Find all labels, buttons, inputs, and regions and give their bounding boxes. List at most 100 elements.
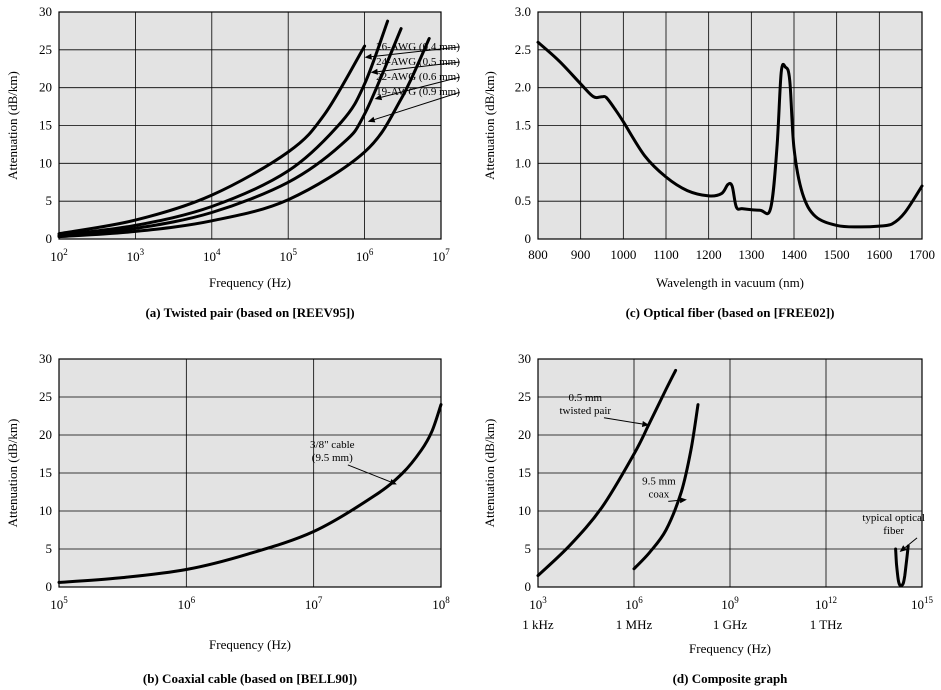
- x-tick-label: 107: [305, 595, 323, 612]
- x-tick-label: 109: [721, 595, 739, 612]
- x-tick-sublabel: 1 THz: [810, 617, 843, 632]
- y-tick-label: 20: [39, 80, 52, 95]
- x-tick-label: 106: [356, 247, 374, 264]
- y-tick-label: 10: [518, 503, 531, 518]
- annotation-arrowhead: [899, 545, 907, 553]
- x-axis-label: Frequency (Hz): [689, 641, 771, 656]
- annotation-arrow: [603, 417, 643, 425]
- annotation-label: 26-AWG (0.4 mm): [376, 41, 460, 53]
- x-tick-label: 1600: [866, 247, 892, 262]
- chart-caption: (c) Optical fiber (based on [FREE02]): [626, 305, 835, 320]
- chart-caption: (b) Coaxial cable (based on [BELL90]): [143, 671, 357, 686]
- annotation-label: typical optical: [862, 512, 925, 524]
- x-tick-exponent: 4: [216, 247, 221, 257]
- chart-twisted-pair: 102 103 104 105 106 107051015202530Frequency …: [5, 4, 460, 320]
- series-line-twisted-pair-3: [57, 37, 431, 239]
- x-tick-exponent: 5: [292, 247, 297, 257]
- x-tick-base: 10: [625, 597, 638, 612]
- x-tick-exponent: 8: [445, 595, 450, 605]
- x-tick-base: 10: [356, 249, 369, 264]
- y-tick-label: 15: [39, 118, 52, 133]
- x-tick-base: 10: [432, 249, 445, 264]
- series-line-coaxial-cable-0: [57, 403, 443, 584]
- x-axis-label: Frequency (Hz): [209, 637, 291, 652]
- series-line-composite-0: [536, 368, 678, 578]
- x-tick-label: 1012: [815, 595, 837, 612]
- x-tick-label: 1000: [610, 247, 636, 262]
- y-tick-label: 0: [46, 579, 53, 594]
- y-axis-label: Attenuation (dB/km): [5, 419, 20, 528]
- x-tick-base: 10: [50, 249, 63, 264]
- x-axis-label: Wavelength in vacuum (nm): [656, 275, 804, 290]
- grid-lines: [538, 359, 922, 587]
- y-tick-label: 5: [525, 541, 532, 556]
- x-tick-label: 1500: [824, 247, 850, 262]
- y-tick-label: 2.0: [515, 80, 531, 95]
- chart-optical-fiber: 800 900 1000 1100 1200 1300 1400 1500 1600 1700 0 0…: [482, 4, 935, 320]
- x-tick-exponent: 2: [63, 247, 68, 257]
- x-tick-base: 10: [529, 597, 542, 612]
- x-tick-label: 800: [528, 247, 548, 262]
- y-tick-label: 30: [39, 351, 52, 366]
- annotation-arrowhead: [374, 94, 383, 101]
- x-tick-label: 106: [625, 595, 643, 612]
- series-line-twisted-pair-0: [57, 44, 367, 236]
- y-tick-label: 10: [39, 503, 52, 518]
- y-tick-label: 5: [46, 193, 53, 208]
- x-tick-label: 103: [127, 247, 145, 264]
- y-tick-label: 3.0: [515, 4, 531, 19]
- series-line-twisted-pair-2: [57, 27, 403, 238]
- x-tick-label: 105: [279, 247, 297, 264]
- y-tick-label: 1.5: [515, 118, 531, 133]
- annotation-arrow: [668, 499, 680, 502]
- y-tick-label: 25: [39, 42, 52, 57]
- x-tick-label: 105: [50, 595, 68, 612]
- series-line-optical-fiber-0: [536, 40, 924, 229]
- chart-caption: (a) Twisted pair (based on [REEV95]): [145, 305, 354, 320]
- x-tick-exponent: 3: [542, 595, 547, 605]
- x-tick-label: 103: [529, 595, 547, 612]
- y-tick-label: 20: [518, 427, 531, 442]
- y-tick-label: 5: [46, 541, 53, 556]
- annotation-arrow: [347, 464, 391, 483]
- x-axis-label: Frequency (Hz): [209, 275, 291, 290]
- x-tick-base: 10: [203, 249, 216, 264]
- annotation-arrowhead: [679, 497, 687, 504]
- x-tick-base: 10: [432, 597, 445, 612]
- x-tick-label: 900: [571, 247, 591, 262]
- y-tick-label: 30: [39, 4, 52, 19]
- x-tick-base: 10: [815, 597, 828, 612]
- y-axis-label: Attenuation (dB/km): [482, 71, 497, 180]
- x-tick-sublabel: 1 MHz: [616, 617, 653, 632]
- x-tick-exponent: 7: [318, 595, 323, 605]
- x-tick-base: 10: [50, 597, 63, 612]
- series-line-twisted-pair-1: [57, 19, 390, 237]
- chart-caption: (d) Composite graph: [673, 671, 789, 686]
- annotation-label-line2: (9.5 mm): [312, 452, 353, 464]
- x-tick-label: 102: [50, 247, 68, 264]
- annotation-arrowhead: [370, 68, 378, 75]
- y-tick-label: 15: [39, 465, 52, 480]
- x-tick-exponent: 6: [191, 595, 196, 605]
- annotation-label-line2: fiber: [883, 525, 904, 537]
- annotation-label: 22-AWG (0.6 mm): [376, 71, 460, 83]
- x-tick-label: 1300: [738, 247, 764, 262]
- y-tick-label: 10: [39, 155, 52, 170]
- annotation-arrowhead: [367, 116, 376, 123]
- x-tick-exponent: 6: [369, 247, 374, 257]
- y-tick-label: 20: [39, 427, 52, 442]
- y-axis-label: Attenuation (dB/km): [482, 419, 497, 528]
- x-tick-exponent: 15: [924, 595, 934, 605]
- x-tick-base: 10: [911, 597, 924, 612]
- y-axis-label: Attenuation (dB/km): [5, 71, 20, 180]
- x-tick-exponent: 12: [828, 595, 837, 605]
- y-tick-label: 25: [39, 389, 52, 404]
- x-tick-label: 108: [432, 595, 450, 612]
- x-tick-exponent: 5: [63, 595, 68, 605]
- x-tick-label: 107: [432, 247, 450, 264]
- x-tick-base: 10: [721, 597, 734, 612]
- annotation-arrowhead: [364, 53, 372, 60]
- annotation-label: 19-AWG (0.9 mm): [376, 86, 460, 98]
